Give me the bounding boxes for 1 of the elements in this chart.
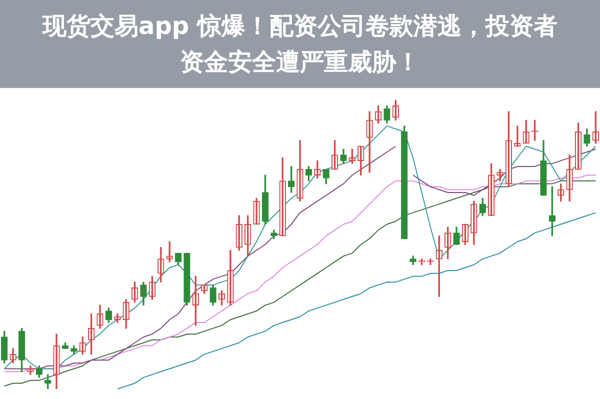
chart-title: 现货交易app 惊爆！配资公司卷款潜逃，投资者资金安全遭严重威胁！ (42, 11, 558, 78)
